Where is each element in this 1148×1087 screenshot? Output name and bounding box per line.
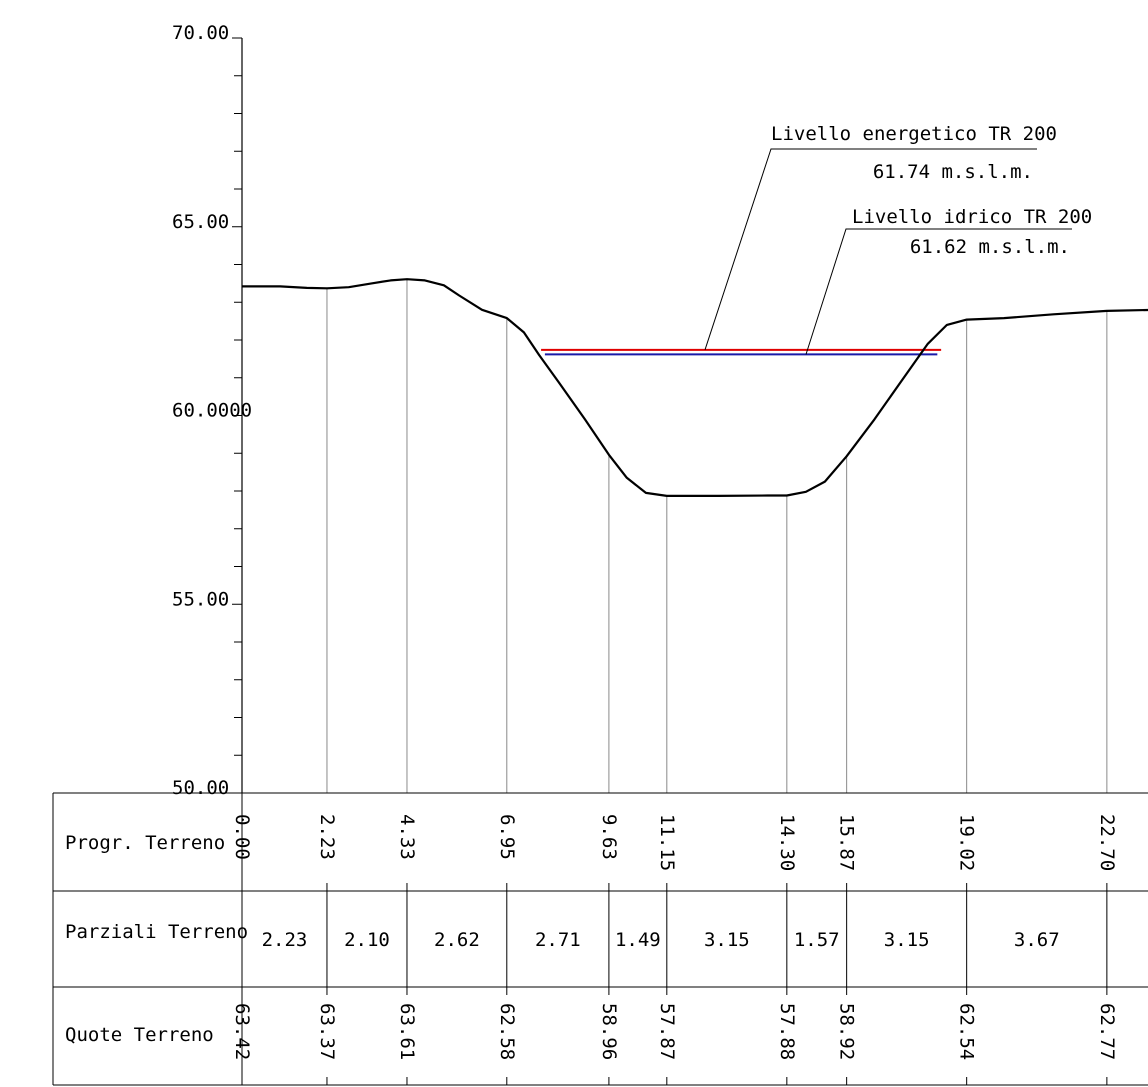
y-tick-label: 60.0000 <box>172 400 252 422</box>
parziali-value: 2.23 <box>262 929 308 951</box>
parziali-value: 1.57 <box>794 929 840 951</box>
y-tick-label: 50.00 <box>172 777 229 799</box>
progr-label: 15.87 <box>836 814 858 871</box>
water-level-value: 61.62 m.s.l.m. <box>910 236 1070 258</box>
quote-label: 58.92 <box>836 1003 858 1060</box>
progr-label: 11.15 <box>656 814 678 871</box>
quote-label: 57.87 <box>656 1003 678 1060</box>
progr-label: 2.23 <box>316 814 338 860</box>
progr-label: 14.30 <box>776 814 798 871</box>
quote-label: 62.54 <box>956 1003 978 1060</box>
table-row-label: Quote Terreno <box>65 1024 214 1046</box>
quote-label: 62.58 <box>496 1003 518 1060</box>
terrain-profile <box>242 278 1148 497</box>
progr-label: 0.00 <box>231 814 253 860</box>
progr-label: 22.70 <box>1096 814 1118 871</box>
energy-level-label: Livello energetico TR 200 <box>771 123 1057 145</box>
progr-label: 9.63 <box>598 814 620 860</box>
table-row-label: Progr. Terreno <box>65 832 225 854</box>
water-level-leader <box>805 228 1072 355</box>
y-tick-label: 55.00 <box>172 588 229 610</box>
parziali-value: 2.71 <box>535 929 581 951</box>
parziali-value: 3.15 <box>884 929 930 951</box>
energy-level-value: 61.74 m.s.l.m. <box>873 161 1033 183</box>
quote-label: 58.96 <box>598 1003 620 1060</box>
parziali-value: 2.10 <box>344 929 390 951</box>
quote-label: 63.42 <box>231 1003 253 1060</box>
parziali-value: 1.49 <box>615 929 661 951</box>
quote-label: 62.77 <box>1096 1003 1118 1060</box>
table-row-label: Parziali Terreno <box>65 921 248 943</box>
water-level-label: Livello idrico TR 200 <box>852 206 1092 228</box>
quote-label: 63.61 <box>396 1003 418 1060</box>
progr-label: 4.33 <box>396 814 418 860</box>
progr-label: 19.02 <box>956 814 978 871</box>
quote-label: 57.88 <box>776 1003 798 1060</box>
parziali-value: 3.67 <box>1014 929 1060 951</box>
parziali-value: 3.15 <box>704 929 750 951</box>
quote-label: 63.37 <box>316 1003 338 1060</box>
progr-label: 6.95 <box>496 814 518 860</box>
y-tick-label: 65.00 <box>172 211 229 233</box>
y-tick-label: 70.00 <box>172 22 229 44</box>
energy-level-leader <box>704 148 1037 350</box>
parziali-value: 2.62 <box>434 929 480 951</box>
